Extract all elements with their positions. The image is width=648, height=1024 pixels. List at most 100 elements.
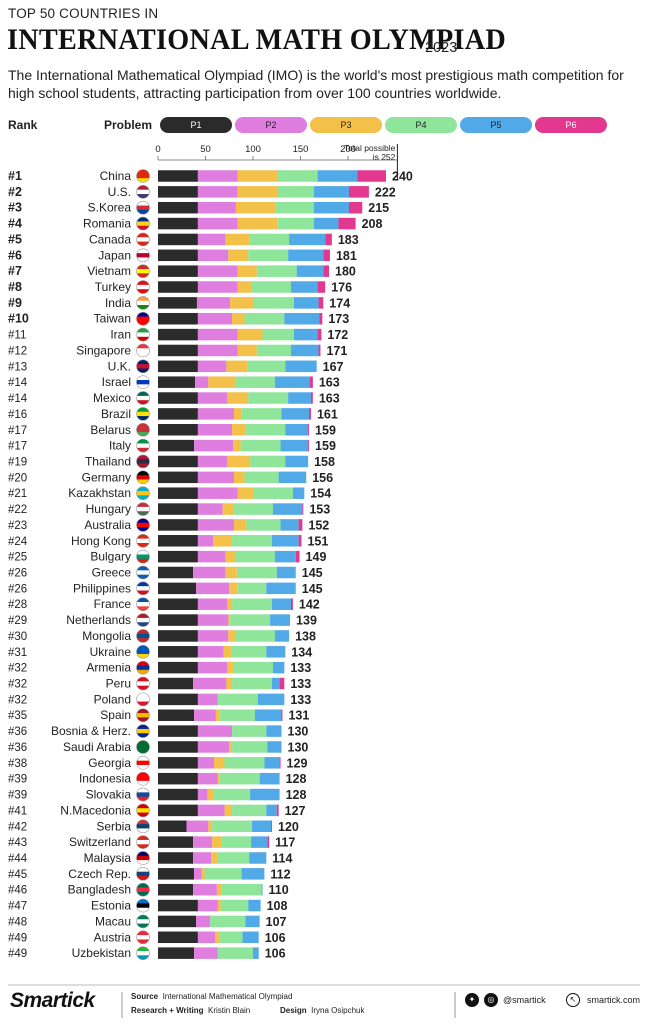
total-score-label: 130 <box>288 740 309 754</box>
total-score-label: 107 <box>266 915 287 929</box>
country-label: Brazil <box>101 407 131 421</box>
rank-label: #4 <box>8 217 22 231</box>
bar-segment-p5 <box>291 344 319 357</box>
bar-segment-p4 <box>217 693 258 706</box>
bar-segment-p2 <box>197 186 238 198</box>
twitter-icon[interactable]: ✦ <box>465 993 479 1007</box>
bar-segment-p4 <box>236 566 277 579</box>
rank-label: #45 <box>8 869 27 881</box>
bar-segment-p4 <box>251 281 291 293</box>
country-label: Vietnam <box>87 264 131 278</box>
bar-segment-p1 <box>158 424 198 436</box>
bar-segment-p1 <box>158 233 198 246</box>
bar-segment-p2 <box>197 392 228 404</box>
total-score-label: 133 <box>290 661 311 675</box>
rank-label: #14 <box>8 377 28 389</box>
netherlands-flag-icon <box>136 613 150 627</box>
bar-segment-p5 <box>266 582 296 595</box>
country-label: Romania <box>83 217 131 231</box>
canada-flag-icon <box>136 232 150 246</box>
total-score-label: 174 <box>329 296 350 310</box>
rank-label: #36 <box>8 726 27 738</box>
bar-segment-p5 <box>250 788 280 801</box>
bar-segment-p5 <box>272 598 291 610</box>
taiwan-flag-icon <box>136 312 150 326</box>
bar-segment-p5 <box>288 249 324 262</box>
rank-label: #39 <box>8 790 27 802</box>
country-label: Saudi Arabia <box>63 740 131 754</box>
bar-segment-p2 <box>197 249 229 262</box>
bar-segment-p3 <box>208 376 235 388</box>
bar-segment-p4 <box>256 344 291 357</box>
rank-label: #16 <box>8 409 27 421</box>
bar-segment-p1 <box>158 804 198 817</box>
x-tick-label: 50 <box>200 144 211 155</box>
country-label: Turkey <box>95 280 131 294</box>
bar-segment-p1 <box>158 725 198 737</box>
bar-segment-p5 <box>261 883 263 896</box>
country-label: France <box>94 597 132 611</box>
footer-divider <box>8 984 640 1018</box>
bar-segment-p1 <box>158 201 198 214</box>
bar-segment-p1 <box>158 344 198 357</box>
rank-label: #8 <box>8 280 22 294</box>
rank-label: #11 <box>8 330 26 342</box>
flag-outline <box>136 502 150 516</box>
bar-segment-p1 <box>158 915 196 928</box>
bar-segment-p5 <box>278 471 307 484</box>
total-score-label: 114 <box>272 851 292 865</box>
instagram-icon[interactable]: ◎ <box>484 993 498 1007</box>
bar-segment-p4 <box>233 661 273 674</box>
total-score-label: 145 <box>302 566 323 580</box>
cursor-icon[interactable]: ↖ <box>566 993 580 1007</box>
bar-segment-p6 <box>309 408 311 420</box>
flag-outline <box>136 422 150 437</box>
bar-segment-p6 <box>318 297 324 309</box>
bar-segment-p5 <box>285 424 309 436</box>
bar-segment-p1 <box>158 947 195 959</box>
total-score-label: 131 <box>288 709 309 723</box>
bar-segment-p2 <box>197 265 238 277</box>
website-link[interactable]: smartick.com <box>587 995 641 1005</box>
bar-segment-p6 <box>357 170 386 182</box>
bar-segment-p5 <box>280 439 309 452</box>
bar-segment-p1 <box>158 455 198 468</box>
bar-segment-p6 <box>295 550 300 563</box>
vietnam-flag-icon <box>136 264 150 278</box>
bar-segment-p4 <box>221 883 262 896</box>
flag-outline <box>136 930 150 945</box>
rank-label: #6 <box>8 248 22 262</box>
legend-item-p2: P2 <box>235 117 307 133</box>
brand-logo[interactable]: Smartick <box>10 989 95 1012</box>
bar-segment-p3 <box>237 265 257 277</box>
bar-segment-p6 <box>308 439 310 452</box>
country-label: Greece <box>92 566 132 580</box>
bar-segment-p3 <box>211 852 218 864</box>
total-score-label: 138 <box>295 629 316 643</box>
bar-segment-p5 <box>252 820 272 833</box>
bar-segment-p1 <box>158 170 198 182</box>
social-handle[interactable]: @smartick <box>503 995 546 1005</box>
iran-flag-icon <box>136 328 150 342</box>
bar-segment-p2 <box>197 598 228 610</box>
flag-outline <box>136 565 150 580</box>
bar-segment-p1 <box>158 899 198 912</box>
flag-outline <box>136 898 150 913</box>
x-tick-label: 150 <box>293 144 309 155</box>
bar-segment-p3 <box>237 344 257 357</box>
flag-outline <box>136 882 150 897</box>
belarus-flag-icon <box>136 423 150 437</box>
bar-segment-p5 <box>288 392 311 404</box>
germany-flag-icon <box>136 470 150 484</box>
bar-segment-p5 <box>253 947 259 959</box>
rank-label: #22 <box>8 504 27 516</box>
bar-segment-p5 <box>272 661 285 674</box>
country-label: Netherlands <box>66 613 131 627</box>
bar-segment-p4 <box>232 741 268 753</box>
bar-segment-p4 <box>232 725 267 737</box>
bar-segment-p1 <box>158 883 194 896</box>
bar-segment-p1 <box>158 852 194 864</box>
bar-segment-p4 <box>277 170 318 182</box>
bar-segment-p5 <box>293 297 319 309</box>
